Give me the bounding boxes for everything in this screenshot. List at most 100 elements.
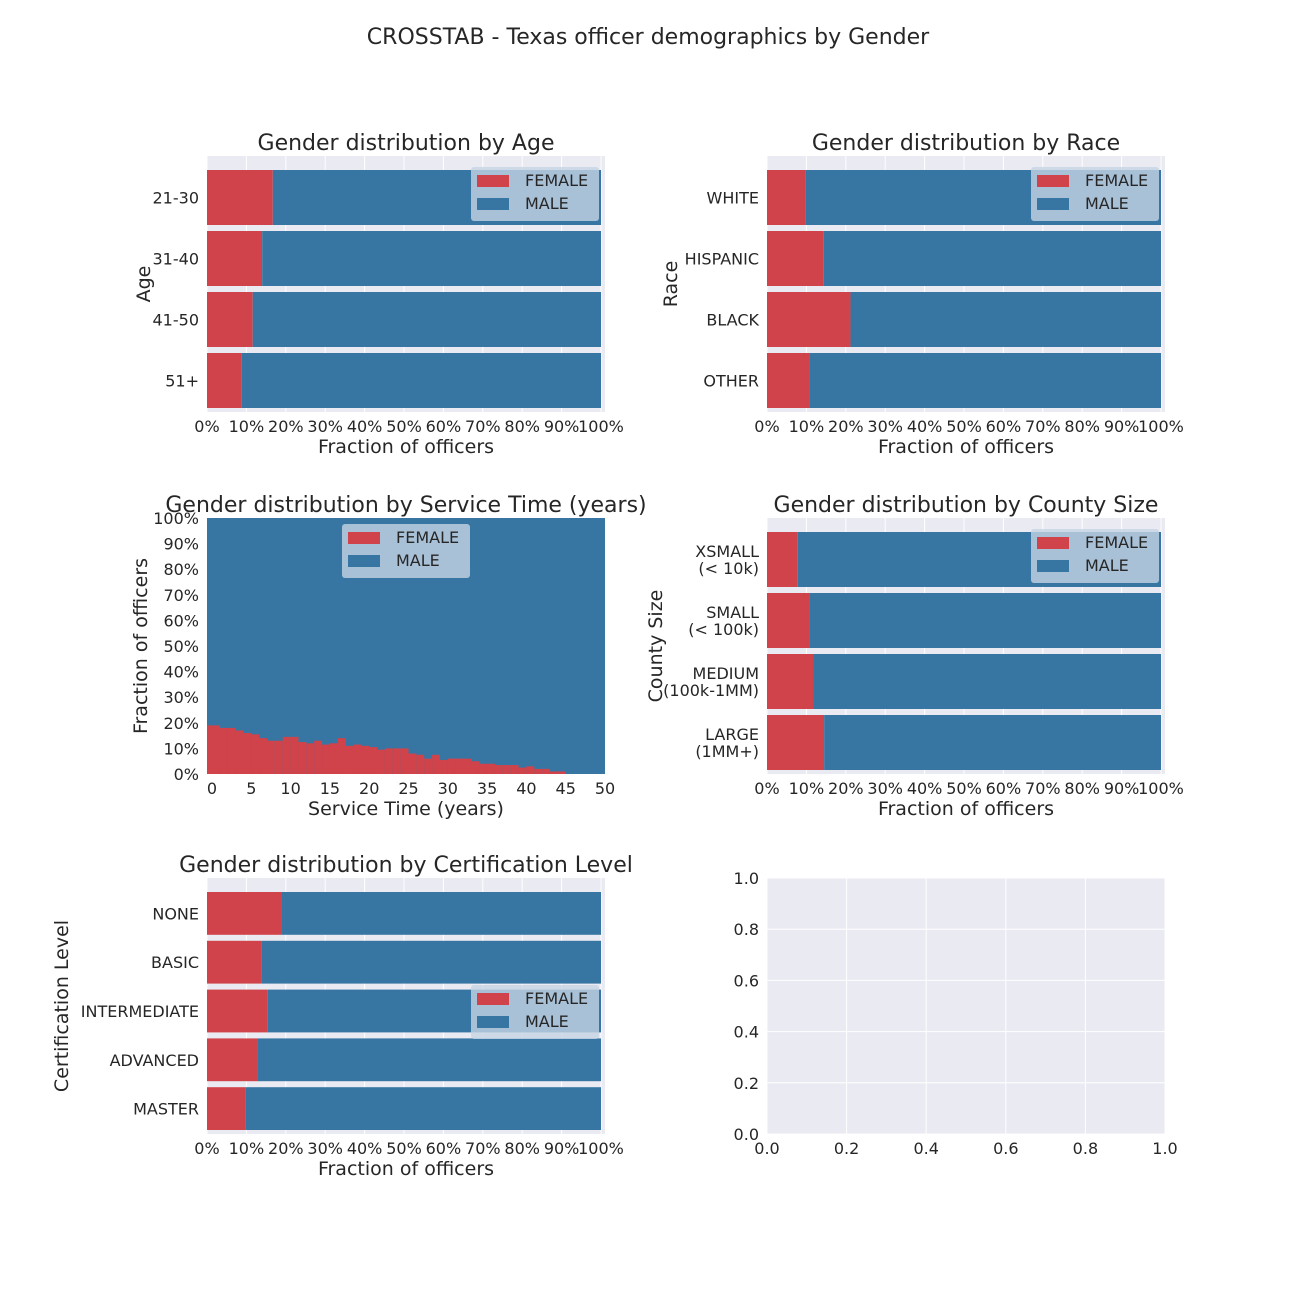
- x-axis-label-3: Fraction of officers: [878, 798, 1054, 820]
- y-tick-label: 0.6: [734, 971, 759, 990]
- legend-label-female: FEMALE: [396, 528, 459, 547]
- y-tick-label: 80%: [163, 560, 199, 579]
- legend-label-male: MALE: [396, 551, 440, 570]
- area-female-step: [369, 747, 378, 774]
- x-tick-label: 0.2: [834, 1139, 859, 1158]
- area-female-step: [479, 763, 488, 774]
- bar-female-0: [207, 170, 273, 225]
- y-axis-label-0: Age: [133, 266, 155, 303]
- x-tick-label: 60%: [426, 417, 462, 436]
- bar-male-3: [809, 353, 1161, 408]
- x-tick-label: 0.0: [754, 1139, 779, 1158]
- y-tick-label: NONE: [152, 904, 199, 923]
- bar-male-2: [813, 654, 1161, 709]
- area-female-step: [526, 766, 535, 774]
- x-tick-label: 60%: [986, 779, 1022, 798]
- x-axis-label-4: Fraction of officers: [318, 1158, 494, 1180]
- area-female-step: [290, 736, 299, 774]
- x-tick-label: 90%: [1104, 417, 1140, 436]
- x-tick-label: 80%: [1064, 417, 1100, 436]
- legend-swatch-male: [348, 555, 380, 567]
- legend-swatch-female: [477, 175, 509, 187]
- x-tick-label: 0%: [194, 417, 219, 436]
- y-tick-label: 10%: [163, 739, 199, 758]
- x-tick-label: 0%: [754, 779, 779, 798]
- x-tick-label: 35: [477, 779, 497, 798]
- x-tick-label: 40: [516, 779, 536, 798]
- area-female-step: [345, 745, 354, 774]
- bar-female-0: [767, 532, 798, 587]
- x-tick-label: 90%: [544, 417, 580, 436]
- y-tick-label: SMALL (< 100k): [688, 603, 759, 639]
- x-tick-label: 90%: [544, 1139, 580, 1158]
- area-female-step: [361, 745, 370, 774]
- area-female-step: [251, 734, 260, 774]
- area-female-step: [392, 748, 401, 774]
- y-tick-label: 1.0: [734, 869, 759, 888]
- bar-female-3: [767, 353, 810, 408]
- y-tick-label: 30%: [163, 688, 199, 707]
- x-tick-label: 1.0: [1152, 1139, 1177, 1158]
- y-tick-label: WHITE: [707, 189, 759, 208]
- legend-swatch-female: [1037, 175, 1069, 187]
- x-tick-label: 0.8: [1073, 1139, 1098, 1158]
- x-tick-label: 70%: [465, 1139, 501, 1158]
- y-tick-label: 100%: [153, 509, 199, 528]
- x-tick-label: 90%: [1104, 779, 1140, 798]
- y-tick-label: 0%: [174, 765, 199, 784]
- x-tick-label: 0.6: [993, 1139, 1018, 1158]
- subplot-3: Gender distribution by County Size 0% 10% 2…: [645, 493, 1184, 820]
- y-tick-label: 21-30: [153, 189, 200, 208]
- area-female-step: [243, 733, 252, 774]
- y-tick-label: 40%: [163, 663, 199, 682]
- y-tick-label: 0.4: [734, 1023, 759, 1042]
- bar-female-1: [207, 940, 262, 984]
- x-tick-label: 100%: [1138, 779, 1184, 798]
- legend-3: FEMALE MALE: [1031, 529, 1159, 583]
- y-tick-label: LARGE (1MM+): [695, 725, 759, 761]
- x-tick-label: 0%: [754, 417, 779, 436]
- bar-female-2: [207, 292, 253, 347]
- area-female-step: [384, 748, 393, 774]
- x-tick-label: 40%: [907, 779, 943, 798]
- x-tick-label: 0: [207, 779, 217, 798]
- legend-label-male: MALE: [525, 194, 569, 213]
- x-tick-label: 30%: [307, 1139, 343, 1158]
- legend-swatch-female: [348, 532, 380, 544]
- area-female-step: [274, 740, 283, 774]
- area-female-step: [518, 767, 527, 774]
- area-female-step: [542, 768, 550, 774]
- y-tick-label: 50%: [163, 637, 199, 656]
- legend-label-female: FEMALE: [525, 171, 588, 190]
- area-female-step: [235, 730, 244, 774]
- area-female-step: [432, 754, 440, 774]
- legend-swatch-female: [477, 993, 509, 1005]
- bar-male-0: [281, 892, 601, 935]
- y-tick-label: 20%: [163, 714, 199, 733]
- area-female-step: [455, 758, 464, 774]
- legend-swatch-male: [1037, 560, 1069, 572]
- legend-swatch-male: [1037, 198, 1069, 210]
- x-tick-label: 30%: [867, 417, 903, 436]
- x-tick-label: 50: [595, 779, 615, 798]
- area-female-step: [502, 765, 511, 774]
- area-female-step: [439, 759, 448, 774]
- x-axis-label-1: Fraction of officers: [878, 436, 1054, 458]
- x-axis-label-2: Service Time (years): [308, 798, 504, 820]
- area-female-step: [337, 738, 346, 774]
- bar-female-4: [207, 1087, 246, 1130]
- x-tick-label: 80%: [504, 417, 540, 436]
- x-tick-label: 5: [246, 779, 256, 798]
- bar-male-3: [257, 1038, 601, 1082]
- x-tick-label: 10%: [789, 417, 825, 436]
- x-tick-label: 100%: [1138, 417, 1184, 436]
- area-female-step: [306, 743, 315, 774]
- area-female-step: [487, 763, 495, 774]
- y-axis-label-2: Fraction of officers: [130, 558, 152, 734]
- area-female-step: [207, 725, 220, 774]
- y-tick-label: XSMALL (< 10k): [695, 542, 759, 578]
- x-tick-label: 10%: [789, 779, 825, 798]
- y-tick-label: 70%: [163, 586, 199, 605]
- y-tick-label: BASIC: [151, 953, 199, 972]
